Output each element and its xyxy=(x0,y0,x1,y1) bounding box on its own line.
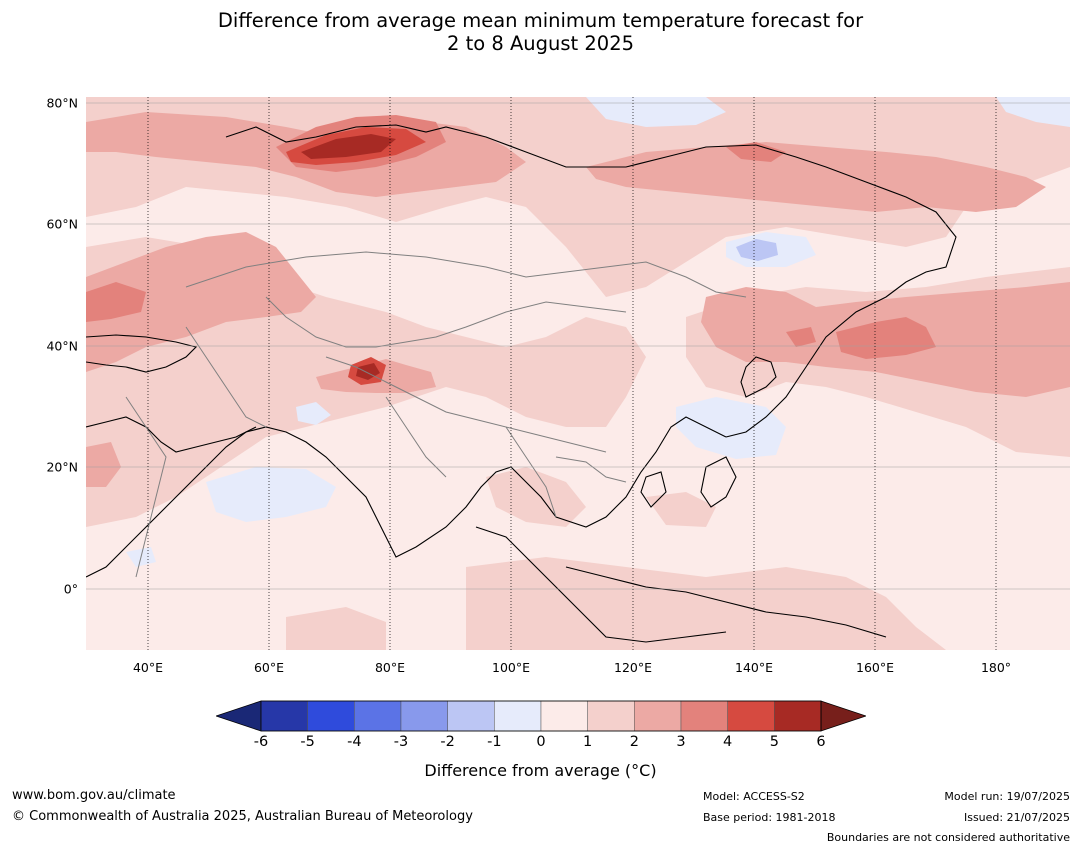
lat-label-20n: 20°N xyxy=(46,459,78,475)
colorbar xyxy=(216,700,866,732)
colorbar-tick-label: 4 xyxy=(723,734,733,750)
website-text: www.bom.gov.au/climate xyxy=(12,788,176,803)
colorbar-segment xyxy=(634,700,682,732)
anomaly-regions-neg2-neg1 xyxy=(736,239,778,261)
lon-label-60e: 60°E xyxy=(253,660,285,675)
lat-label-80n: 80°N xyxy=(46,95,78,111)
colorbar-tick-label: 6 xyxy=(816,734,826,750)
base-period-text: Base period: 1981-2018 xyxy=(703,811,836,824)
colorbar-tick-label: 2 xyxy=(629,734,639,750)
chart-title: Difference from average mean minimum tem… xyxy=(0,9,1081,55)
lat-label-40n: 40°N xyxy=(46,338,78,354)
colorbar-tick-label: -1 xyxy=(487,734,502,750)
colorbar-segment xyxy=(587,700,635,732)
colorbar-extend-high xyxy=(820,700,866,732)
lon-label-160e: 160°E xyxy=(855,660,895,675)
lon-label-80e: 80°E xyxy=(374,660,406,675)
colorbar-tick-label: 5 xyxy=(769,734,779,750)
colorbar-tick-label: -2 xyxy=(440,734,455,750)
colorbar-segment xyxy=(400,700,448,732)
model-text: Model: ACCESS-S2 xyxy=(703,790,805,803)
longitude-gridlines xyxy=(147,97,997,650)
title-line-2: 2 to 8 August 2025 xyxy=(446,32,635,55)
colorbar-segment xyxy=(307,700,355,732)
colorbar-tick-label: -3 xyxy=(393,734,409,750)
colorbar-extend-low xyxy=(216,700,262,732)
colorbar-segment xyxy=(540,700,588,732)
lon-label-140e: 140°E xyxy=(734,660,774,675)
colorbar-label: Difference from average (°C) xyxy=(424,761,657,780)
colorbar-tick-label: 3 xyxy=(676,734,686,750)
colorbar-tick-label: -6 xyxy=(253,734,269,750)
colorbar-segment xyxy=(680,700,728,732)
colorbar-segment xyxy=(447,700,495,732)
lat-label-60n: 60°N xyxy=(46,216,78,232)
issued-text: Issued: 21/07/2025 xyxy=(963,811,1070,824)
country-borders xyxy=(125,251,747,578)
title-line-1: Difference from average mean minimum tem… xyxy=(217,9,864,32)
temperature-anomaly-map xyxy=(86,97,1070,650)
colorbar-frame xyxy=(260,700,822,732)
anomaly-regions-neg1-0 xyxy=(126,97,1070,567)
latitude-gridlines xyxy=(86,102,1070,590)
model-run-text: Model run: 19/07/2025 xyxy=(944,790,1070,803)
colorbar-tick-label: -4 xyxy=(347,734,362,750)
colorbar-tick-label: 1 xyxy=(583,734,593,750)
disclaimer-text: Boundaries are not considered authoritat… xyxy=(826,831,1070,844)
coastlines xyxy=(86,124,957,643)
colorbar-segment xyxy=(354,700,402,732)
colorbar-tick-label: -5 xyxy=(300,734,315,750)
lat-label-equator: 0° xyxy=(63,581,78,597)
map-canvas xyxy=(86,97,1070,650)
colorbar-segment xyxy=(260,700,308,732)
colorbar-segment xyxy=(727,700,775,732)
copyright-text: © Commonwealth of Australia 2025, Austra… xyxy=(12,809,473,824)
lon-label-180: 180° xyxy=(980,660,1012,675)
lon-label-120e: 120°E xyxy=(613,660,653,675)
colorbar-segment xyxy=(494,700,542,732)
lon-label-100e: 100°E xyxy=(491,660,531,675)
colorbar-segment xyxy=(774,700,822,732)
lon-label-40e: 40°E xyxy=(132,660,164,675)
colorbar-tick-label: 0 xyxy=(536,734,546,750)
